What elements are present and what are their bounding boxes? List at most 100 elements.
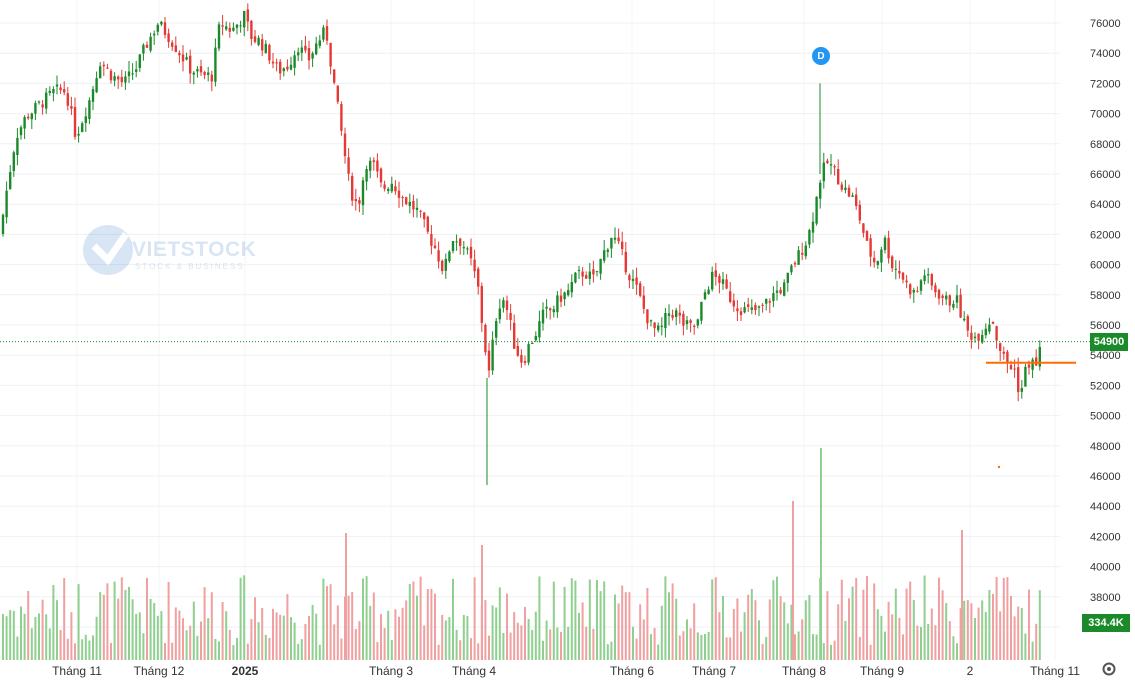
candle-body [606,249,609,252]
candle-body [538,321,541,338]
candle-body [405,197,408,205]
candle-body [646,309,649,324]
volume-bar [844,620,847,660]
volume-bar [444,620,447,660]
candle-body [387,188,390,191]
volume-bar [689,628,692,660]
volume-bar [1024,633,1027,660]
volume-bar [264,634,267,660]
volume-bar [858,637,861,660]
volume-bar [750,589,753,660]
volume-bar [574,580,577,660]
candle-body [876,261,879,265]
volume-bar [448,617,451,660]
candle-body [55,84,59,87]
volume-bar [135,613,138,660]
settings-icon[interactable] [1101,661,1117,677]
candle-body [27,116,30,119]
volume-bar [592,628,595,660]
volume-bar [599,591,602,660]
candle-body [786,272,789,283]
candle-body [649,320,653,322]
candle-body [689,320,692,324]
candle-body [977,333,980,341]
y-tick-label: 52000 [1090,380,1121,392]
candle-body [577,269,581,271]
candle-body [318,40,321,46]
candle-body [883,237,887,251]
candle-body [531,343,534,345]
volume-bar [473,577,476,660]
volume-bar [275,612,278,660]
candle-body [725,279,728,289]
candle-body [837,169,840,185]
volume-bar [300,639,303,660]
candle-body [174,45,177,52]
volume-bar [984,611,987,660]
volume-bar [41,599,44,660]
candle-body [559,295,563,302]
candle-body [300,47,303,53]
candle-body [696,319,699,326]
volume-bar [639,604,642,660]
candle-body [286,66,289,70]
volume-bar [977,607,980,660]
candle-body [869,238,872,257]
volume-bar [930,608,933,660]
volume-bar [401,607,404,660]
candle-body [246,9,249,22]
volume-bar [434,593,436,660]
candle-body [257,37,260,45]
candle-body [430,234,433,246]
candle-body [657,325,660,331]
candle-body [419,210,422,212]
volume-bar [336,605,339,660]
volume-bar [236,638,238,660]
volume-bar [948,621,951,660]
candle-body [718,275,721,283]
candle-body [642,295,645,309]
volume-bar [671,583,674,660]
volume-bar [210,592,213,660]
volume-bar [797,631,800,660]
candle-body [581,271,584,277]
candle-body [225,26,228,30]
volume-bar [171,642,174,660]
volume-bar [833,640,836,660]
candle-body [552,309,555,313]
candle-body [739,311,743,315]
candle-body [671,314,674,318]
dividend-event-badge[interactable]: D [812,47,830,65]
volume-bar [887,601,890,660]
volume-bar [1028,589,1030,660]
candle-body [833,166,836,168]
volume-bar [956,643,958,660]
candle-body [952,303,955,308]
candle-body [289,64,293,70]
candle-body [52,89,55,94]
candle-body [106,67,109,69]
volume-bar [902,634,904,660]
candle-body [534,336,537,341]
volume-bar [754,600,757,660]
volume-bar [189,625,192,660]
volume-bar [48,628,51,660]
volume-bar [826,591,829,660]
candle-body [171,42,174,47]
candle-body [217,24,221,49]
candle-body [477,268,480,287]
x-tick-label: 2 [967,664,974,678]
candle-body [811,221,815,233]
volume-bar [196,635,199,660]
volume-bar [941,590,944,660]
y-tick-label: 38000 [1090,592,1121,604]
candle-body [1031,359,1034,370]
volume-bar [20,606,22,660]
candle-body [365,169,368,182]
candle-body [981,334,984,343]
candle-body [898,270,901,274]
volume-bar [167,581,170,660]
volume-bar [502,632,505,660]
